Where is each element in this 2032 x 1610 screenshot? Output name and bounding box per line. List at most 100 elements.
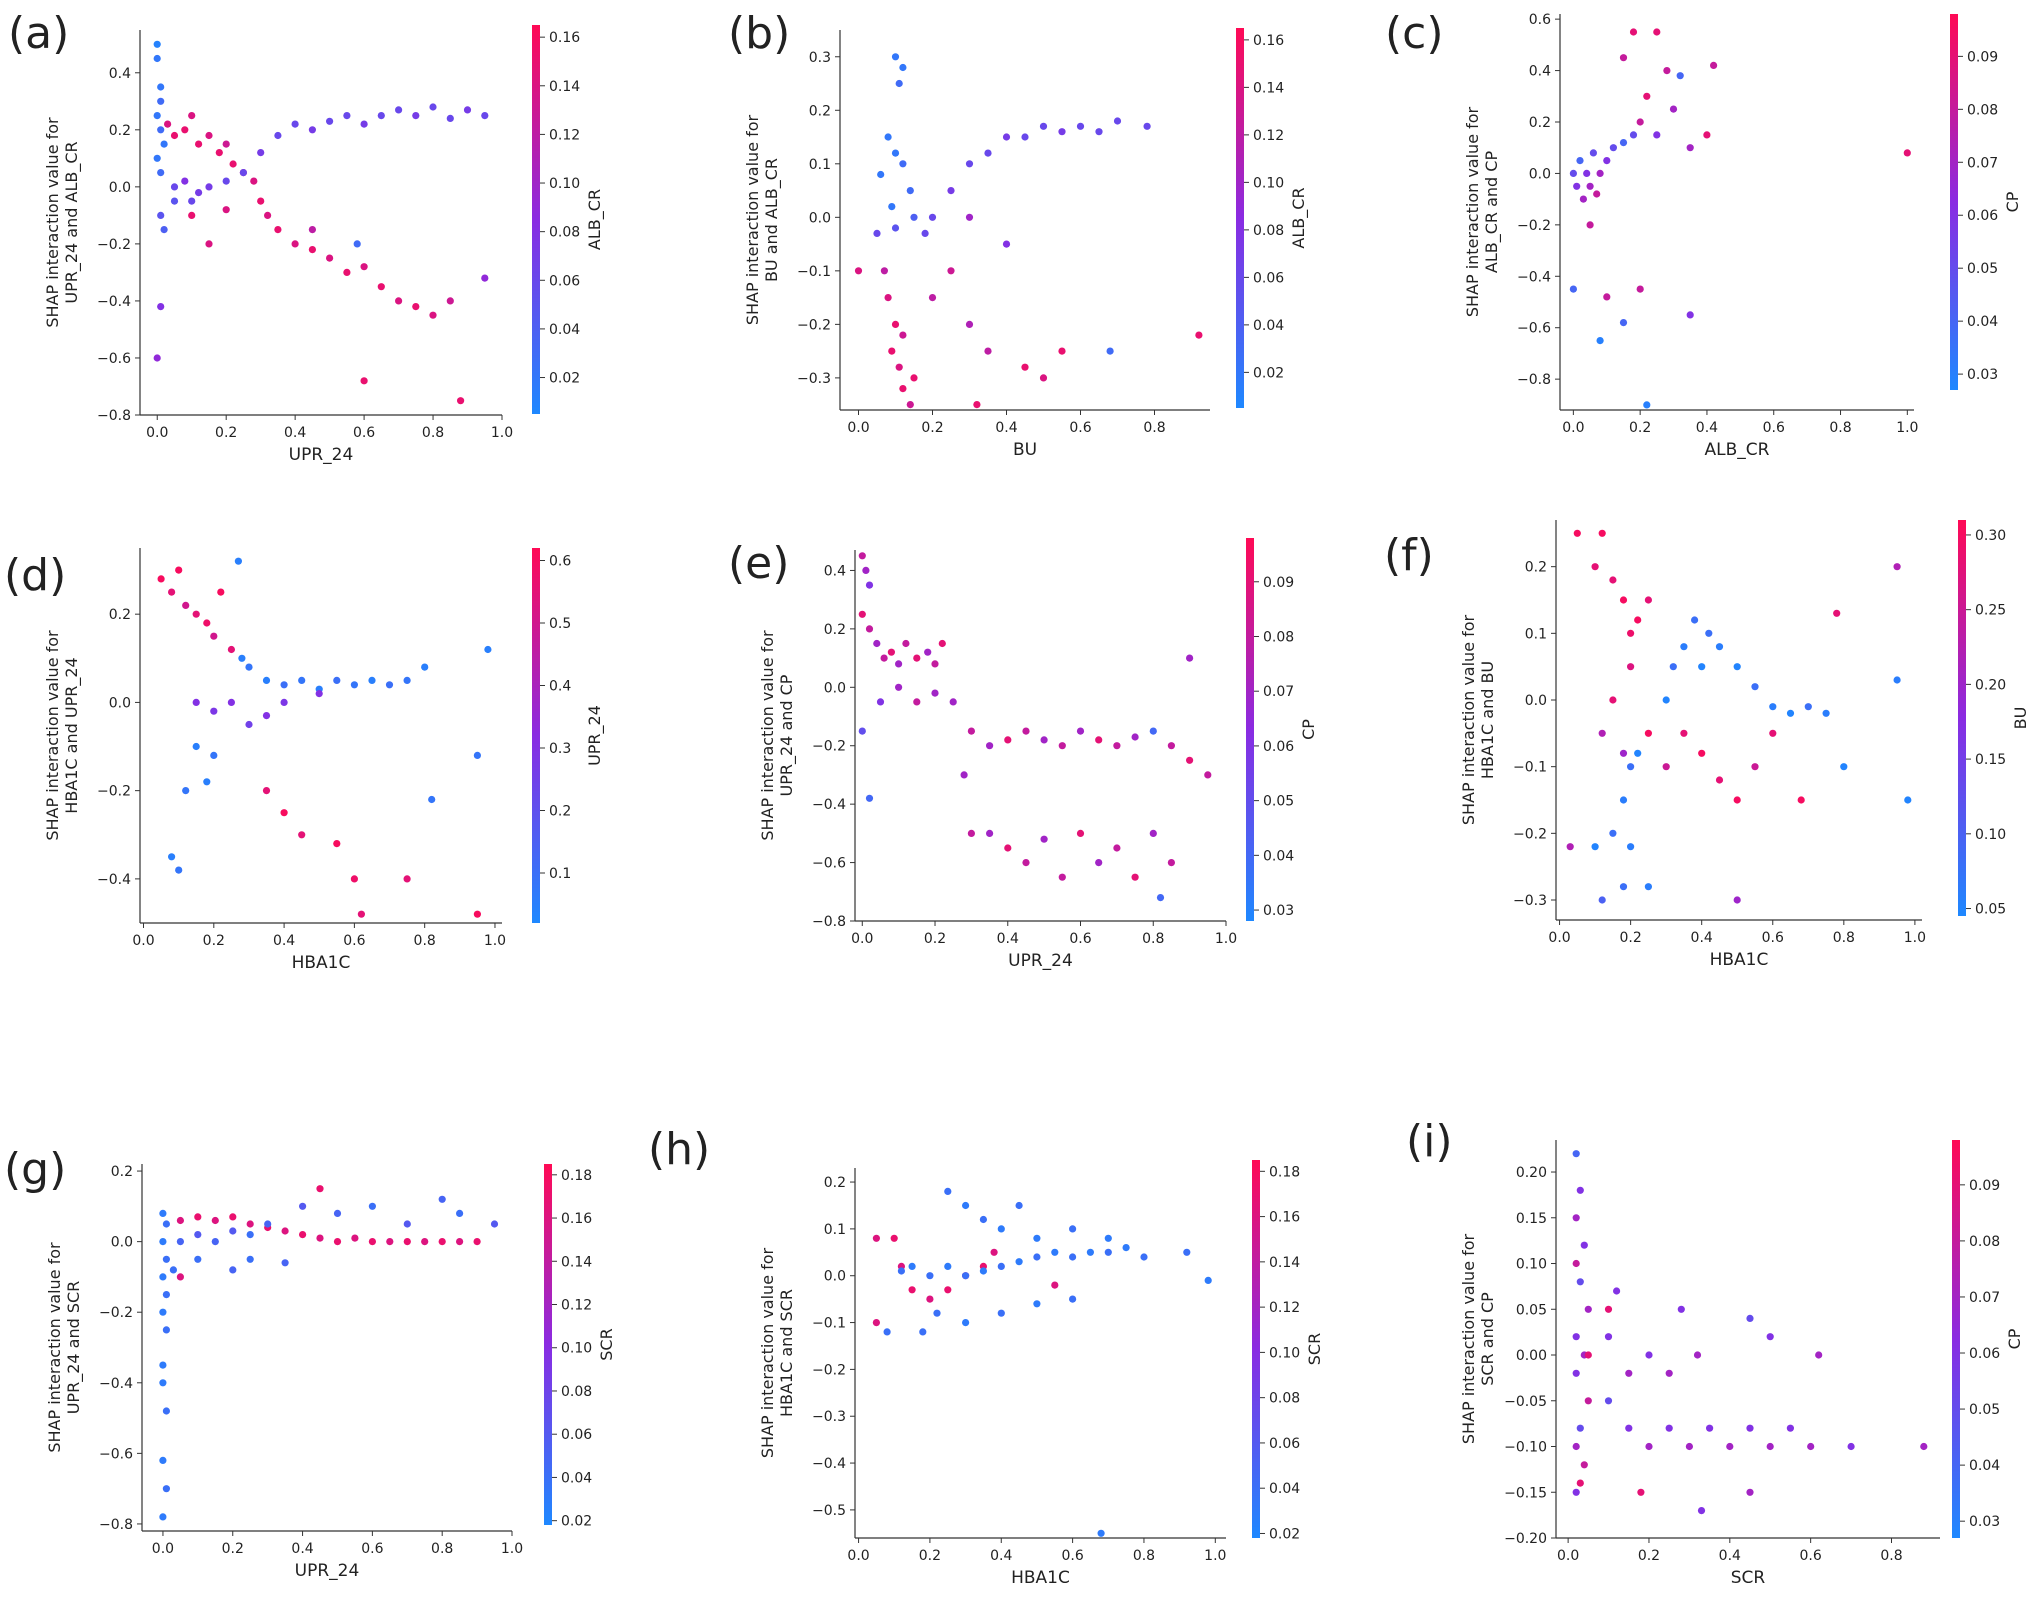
data-point <box>891 320 900 328</box>
data-point <box>257 197 265 205</box>
y-tick-label: 0.4 <box>824 563 846 579</box>
data-point <box>1593 190 1601 198</box>
data-point <box>1815 1351 1823 1359</box>
data-point <box>967 829 976 838</box>
data-point <box>159 1273 167 1281</box>
data-point <box>1113 742 1121 750</box>
data-point <box>908 1262 916 1270</box>
data-point <box>412 303 420 311</box>
data-point <box>281 1259 289 1267</box>
data-point <box>153 354 161 362</box>
data-point <box>1058 128 1066 136</box>
x-tick-label: 0.8 <box>1133 1548 1155 1564</box>
x-tick-label: 0.8 <box>431 1541 453 1557</box>
data-point <box>1596 337 1604 345</box>
data-point <box>1645 1442 1653 1451</box>
data-point <box>227 698 235 707</box>
data-point <box>1733 796 1741 804</box>
data-point <box>944 1286 952 1294</box>
data-point <box>195 189 203 197</box>
colorbar-tick-label: 0.07 <box>1263 684 1294 700</box>
data-point <box>160 140 168 148</box>
data-point <box>162 1407 170 1415</box>
data-point <box>1751 763 1759 771</box>
x-tick-label: 0.4 <box>1691 930 1713 946</box>
panel-letter: (b) <box>728 8 790 59</box>
data-point <box>1572 1488 1580 1496</box>
data-point <box>1644 596 1652 604</box>
y-tick-label: 0.3 <box>809 50 831 66</box>
data-point <box>1058 873 1066 881</box>
colorbar-tick-label: 0.08 <box>561 1384 592 1400</box>
colorbar-tick-label: 0.08 <box>1967 102 1998 118</box>
data-point <box>1609 829 1617 837</box>
data-point <box>157 126 165 134</box>
data-point <box>1195 331 1203 339</box>
data-point <box>1076 122 1085 130</box>
x-tick-label: 0.8 <box>1142 931 1164 947</box>
data-point <box>168 588 176 596</box>
data-point <box>1591 843 1599 851</box>
colorbar-tick-label: 0.10 <box>1253 175 1284 191</box>
data-point <box>899 160 907 168</box>
data-point <box>351 1234 359 1242</box>
data-point <box>222 177 230 185</box>
data-point <box>1004 844 1012 852</box>
data-point <box>858 552 866 560</box>
panel-letter: (c) <box>1385 8 1444 59</box>
colorbar-label: SCR <box>1305 1333 1324 1365</box>
data-point <box>1625 1369 1633 1377</box>
y-tick-label: −0.6 <box>97 351 131 367</box>
x-tick-label: 0.8 <box>414 933 436 949</box>
data-point <box>921 229 929 237</box>
colorbar-tick-label: 0.08 <box>1969 1234 2000 1250</box>
data-point <box>205 240 213 248</box>
data-point <box>960 771 968 779</box>
data-point <box>1766 1442 1774 1451</box>
y-tick-label: −0.2 <box>99 1305 133 1321</box>
data-point <box>316 1185 324 1193</box>
data-point <box>333 1238 342 1246</box>
data-point <box>895 79 903 88</box>
data-point <box>883 1328 891 1336</box>
x-tick-label: 0.4 <box>284 425 306 441</box>
panel-letter: (f) <box>1384 530 1434 581</box>
data-point <box>1643 92 1651 100</box>
colorbar-tick-label: 0.10 <box>549 176 580 192</box>
data-point <box>1619 319 1628 327</box>
colorbar-tick-label: 0.18 <box>561 1168 592 1184</box>
data-point <box>262 787 271 795</box>
data-point <box>1786 1424 1794 1432</box>
data-point <box>192 742 200 751</box>
data-point <box>931 689 939 697</box>
x-axis-label: UPR_24 <box>295 1561 360 1581</box>
x-tick-label: 1.0 <box>1215 931 1237 947</box>
data-point <box>245 663 253 671</box>
data-point <box>1069 1295 1077 1303</box>
data-point <box>280 809 288 817</box>
data-point <box>1726 1442 1734 1451</box>
data-point <box>159 1513 167 1521</box>
data-point <box>1167 742 1175 750</box>
data-point <box>157 83 165 91</box>
data-point <box>1609 696 1617 704</box>
data-point <box>298 831 306 839</box>
data-point <box>333 1209 342 1217</box>
data-point <box>308 246 316 254</box>
x-tick-label: 0.0 <box>1562 420 1584 436</box>
data-point <box>1847 1442 1855 1451</box>
y-tick-label: −0.8 <box>1517 372 1551 388</box>
colorbar <box>1236 28 1244 408</box>
x-tick-label: 0.8 <box>1880 1548 1902 1564</box>
x-tick-label: 0.0 <box>1557 1548 1579 1564</box>
data-point <box>1069 1225 1077 1233</box>
data-point <box>211 1216 219 1225</box>
data-point <box>949 698 957 706</box>
y-axis-label: SHAP interaction value forHBA1C and SCR <box>758 1247 796 1458</box>
data-point <box>880 267 889 275</box>
x-tick-label: 1.0 <box>491 425 513 441</box>
data-point <box>1002 240 1011 248</box>
data-point <box>195 140 203 148</box>
data-point <box>997 1225 1005 1233</box>
colorbar-tick-label: 0.14 <box>561 1254 592 1270</box>
